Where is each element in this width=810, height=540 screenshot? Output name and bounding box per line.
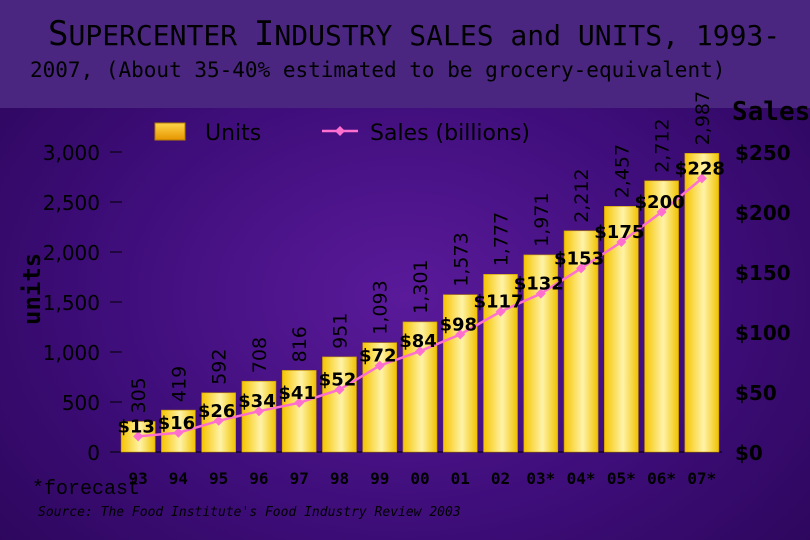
units-data-label: 2,212 [571,168,593,222]
chart-title-line1: SUPERCENTER INDUSTRY SALES and UNITS, 19… [48,14,781,54]
units-data-label: 592 [209,349,231,385]
x-axis-tick-label: 93 [129,469,148,488]
units-data-label: 1,777 [491,212,513,266]
units-data-label: 305 [128,377,150,413]
units-data-label: 2,712 [652,118,674,172]
sales-data-label: $13 [117,416,155,437]
legend-units-swatch [154,122,186,141]
left-axis-tick-label: 3,000 [43,141,100,165]
units-bar [241,380,277,453]
x-axis-tick-label: 98 [330,469,349,488]
sales-point [374,360,385,371]
sales-point [616,237,627,247]
x-axis-tick-label: 05* [607,469,636,488]
left-axis-tick-label: 0 [87,441,100,465]
left-axis-tick-label: 2,000 [43,241,100,265]
sales-data-label: $41 [278,383,316,404]
units-bar [402,321,438,453]
sales-data-label: $26 [198,401,236,422]
x-axis-tick-label: 00 [410,469,429,488]
x-axis-tick-label: 03* [526,469,555,488]
units-bar [442,294,478,453]
right-axis-tick-label: $250 [735,141,791,165]
units-data-label: 1,971 [531,192,553,246]
left-axis-title: units [18,253,46,325]
sales-data-label: $132 [514,274,564,295]
title-band: SUPERCENTER INDUSTRY SALES and UNITS, 19… [0,0,810,108]
sales-point [696,173,707,184]
sales-point [253,406,264,417]
sales-data-label: $200 [635,192,685,213]
x-axis-tick-label: 01 [451,469,470,488]
sales-point [173,427,184,438]
x-axis-tick-label: 94 [169,469,188,488]
sales-data-label: $153 [554,248,604,269]
units-data-label: 419 [168,366,190,402]
right-axis-title: Sales [732,97,810,127]
left-axis-tick-label: 2,500 [43,191,100,215]
sales-data-label: $52 [319,370,357,391]
units-bar [281,370,317,453]
right-axis-tick-label: $0 [735,441,763,465]
units-data-label: 2,987 [692,91,714,145]
x-axis-tick-label: 97 [290,469,309,488]
units-bar [684,153,720,453]
x-axis-tick-label: 99 [370,469,389,488]
left-axis-tick-label: 500 [62,391,100,415]
units-bar [604,206,639,453]
right-axis-tick-label: $150 [735,261,791,285]
sales-point [213,415,224,426]
units-data-label: 1,301 [410,259,432,313]
sales-point [535,288,546,299]
sales-data-label: $98 [439,314,477,335]
forecast-footnote: *forecast [32,478,141,501]
sales-data-label: $34 [238,391,276,412]
left-axis-tick-label: 1,500 [43,291,100,315]
units-data-label: 1,093 [370,280,392,334]
sales-point [133,431,144,442]
sales-point [495,306,506,317]
sales-point [576,263,587,274]
legend-sales-marker [335,126,345,136]
sales-data-label: $175 [594,222,644,243]
right-axis-tick-label: $200 [735,201,791,225]
units-data-label: 708 [249,337,271,373]
units-data-label: 2,457 [611,144,633,198]
x-axis-tick-label: 06* [647,469,676,488]
legend-sales-label: Sales (billions) [370,121,530,146]
x-axis-tick-label: 96 [249,469,268,488]
chart-title-line2: 2007, (About 35-40% estimated to be groc… [30,58,726,82]
sales-data-label: $16 [158,413,196,434]
source-note: Source: The Food Institute's Food Indust… [38,505,461,520]
x-axis-tick-label: 04* [567,469,596,488]
units-data-label: 1,573 [450,232,472,286]
x-axis-tick-label: 95 [209,469,228,488]
units-bar [644,180,679,453]
sales-data-label: $228 [675,158,725,179]
sales-point [415,346,425,357]
sales-data-label: $72 [359,346,397,367]
legend-units-label: Units [205,121,261,146]
sales-point [334,384,345,395]
right-axis-tick-label: $50 [735,381,777,405]
units-data-label: 816 [289,326,311,362]
units-data-label: 951 [329,313,351,349]
x-axis-tick-label: 02 [491,469,510,488]
units-bar [322,356,357,453]
right-axis-tick-label: $100 [735,321,791,345]
sales-point [656,207,667,217]
units-bar [483,273,518,453]
sales-data-label: $84 [399,331,437,352]
sales-data-label: $117 [473,292,523,313]
left-axis-tick-label: 1,000 [43,341,100,365]
x-axis-tick-label: 07* [687,469,716,488]
sales-point [294,397,305,408]
sales-point [455,329,466,340]
